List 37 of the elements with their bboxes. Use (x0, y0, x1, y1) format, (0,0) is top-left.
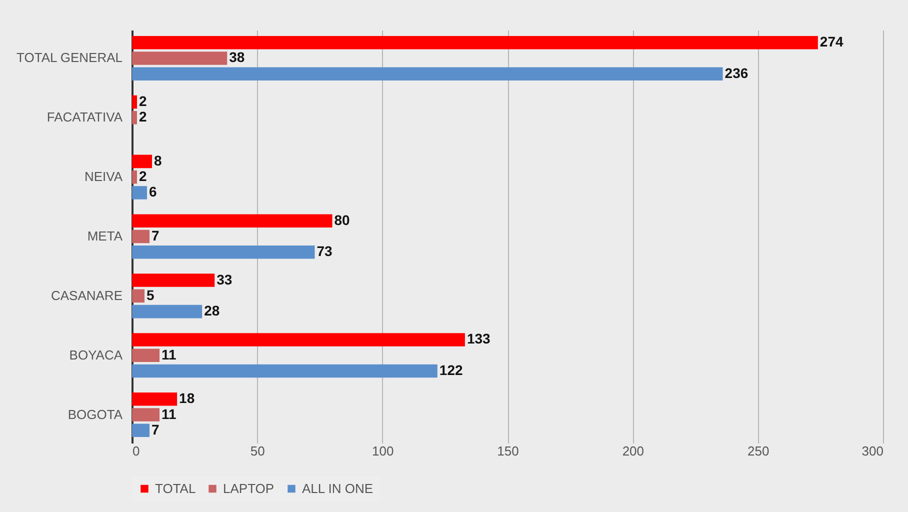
x-tick-label: 0 (132, 444, 140, 458)
data-label: 6 (149, 184, 158, 200)
data-label: 33 (216, 271, 232, 288)
legend-label: ALL IN ONE (302, 480, 374, 496)
y-tick-label: BOYACA (69, 347, 123, 362)
x-tick-label: 50 (250, 444, 265, 458)
x-tick-label: 300 (862, 444, 884, 458)
y-tick-label: FACATATIVA (46, 110, 123, 125)
data-label: 2 (139, 108, 148, 125)
data-label: 236 (724, 64, 748, 81)
y-tick-label: CASANARE (50, 288, 123, 303)
legend-label: TOTAL (155, 480, 196, 496)
data-label: 133 (466, 330, 491, 347)
data-label: 73 (316, 243, 333, 260)
x-tick-label: 100 (372, 444, 394, 458)
data-label: 7 (152, 421, 160, 438)
data-label: 28 (204, 302, 220, 319)
data-label: 2 (139, 93, 148, 110)
data-label: 5 (146, 286, 155, 303)
data-label: 80 (334, 212, 350, 228)
data-label: 8 (154, 152, 162, 168)
y-tick-label: BOGOTA (68, 406, 123, 422)
x-tick-label: 200 (622, 444, 644, 458)
data-label: 122 (439, 362, 463, 378)
x-tick-label: 150 (497, 444, 519, 458)
data-label: 274 (820, 34, 844, 50)
data-label: 7 (152, 228, 160, 244)
data-label: 11 (162, 406, 177, 422)
data-label: 18 (179, 390, 195, 406)
data-label: 11 (162, 346, 177, 362)
x-tick-label: 250 (747, 444, 770, 458)
legend-label: LAPTOP (223, 480, 274, 496)
data-label: 2 (139, 168, 148, 184)
y-tick-label: NEIVA (84, 169, 123, 184)
data-label: 38 (229, 49, 245, 66)
y-tick-label: META (87, 228, 123, 244)
y-tick-label: TOTAL GENERAL (16, 50, 122, 66)
